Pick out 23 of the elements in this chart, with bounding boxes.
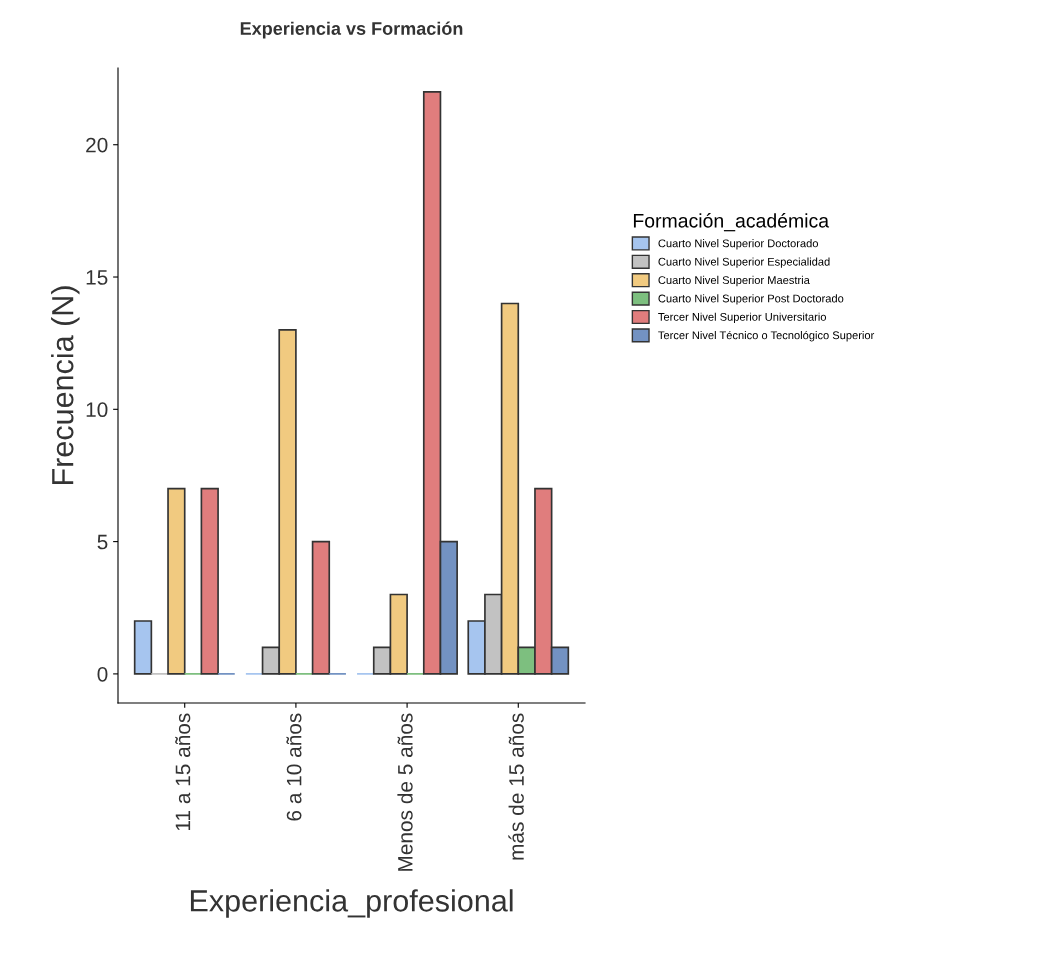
bar bbox=[200, 487, 219, 675]
legend-label: Cuarto Nivel Superior Especialidad bbox=[658, 257, 830, 268]
legend-title: Formación_académica bbox=[633, 213, 830, 232]
chart-title: Experiencia vs Formación bbox=[240, 21, 463, 39]
x-tick-label: Menos de 5 años bbox=[397, 713, 413, 871]
y-tick-label: 10 bbox=[86, 402, 108, 418]
bar bbox=[133, 620, 153, 675]
legend-label: Tercer Nivel Técnico o Tecnológico Superior bbox=[658, 330, 875, 342]
bar bbox=[311, 540, 331, 675]
y-axis-title: Frecuencia (N) bbox=[51, 286, 80, 485]
x-axis-title: Experiencia_profesional bbox=[190, 889, 513, 918]
legend-label: Tercer Nivel Superior Universitario bbox=[658, 312, 827, 323]
y-tick-label: 0 bbox=[97, 666, 108, 682]
y-tick-label: 20 bbox=[86, 137, 108, 153]
y-tick-label: 5 bbox=[97, 534, 108, 550]
bar bbox=[167, 487, 186, 675]
legend-label: Cuarto Nivel Superior Doctorado bbox=[658, 239, 819, 250]
y-tick-label: 15 bbox=[86, 270, 108, 285]
x-tick-label: más de 15 años bbox=[508, 713, 524, 860]
legend-label: Cuarto Nivel Superior Post Doctorado bbox=[658, 294, 844, 305]
x-tick-label: 11 a 15 años bbox=[175, 713, 191, 831]
legend-label: Cuarto Nivel Superior Maestria bbox=[658, 275, 810, 287]
x-tick-label: 6 a 10 años bbox=[286, 713, 302, 821]
